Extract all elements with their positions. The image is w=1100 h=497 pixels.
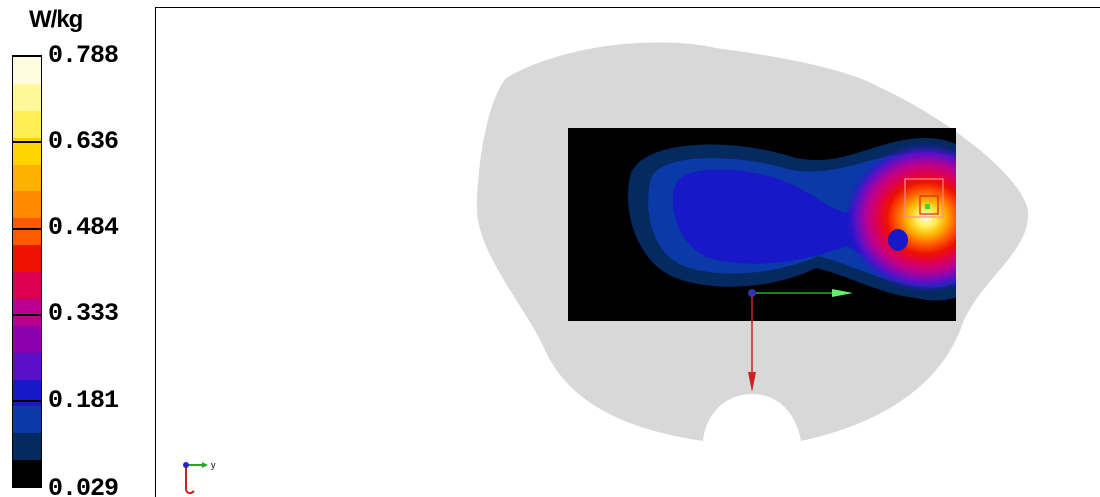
sar-distribution — [628, 138, 956, 301]
legend-tick — [12, 141, 42, 143]
color-scale-segment — [13, 460, 41, 487]
color-scale-segment — [13, 406, 41, 434]
zoom-scan-outer-box — [904, 178, 944, 218]
legend-label-3: 0.484 — [48, 213, 119, 242]
render-viewport[interactable]: y — [155, 7, 1100, 497]
color-scale-segment — [13, 379, 41, 407]
zoom-scan-inner-box — [919, 195, 939, 215]
color-scale-segment — [13, 218, 41, 246]
color-scale-segment — [13, 352, 41, 380]
legend-tick — [12, 55, 42, 57]
color-scale-segment — [13, 191, 41, 219]
axis-y-arrowhead — [832, 289, 853, 297]
peak-marker — [925, 204, 930, 209]
color-scale-segment — [13, 245, 41, 272]
color-scale-segment — [13, 325, 41, 353]
legend-label-min: 0.029 — [48, 474, 119, 497]
legend-tick — [12, 314, 42, 316]
color-scale-bar — [12, 56, 42, 488]
color-scale-segment — [13, 272, 41, 299]
legend-label-4: 0.333 — [48, 299, 119, 328]
color-scale-segment — [13, 164, 41, 192]
color-scale-segment — [13, 433, 41, 461]
legend-label-max: 0.788 — [48, 41, 119, 70]
color-scale-segment — [13, 83, 41, 111]
legend-tick — [12, 486, 42, 488]
color-scale-segment — [13, 110, 41, 138]
triad-y-label: y — [211, 460, 216, 470]
legend-tick — [12, 400, 42, 402]
legend-tick — [12, 228, 42, 230]
origin-point — [748, 289, 756, 297]
legend-label-5: 0.181 — [48, 386, 119, 415]
orientation-triad: y — [183, 460, 216, 495]
axis-z-arrowhead — [748, 372, 756, 392]
legend-unit-label: W/kg — [29, 6, 83, 33]
legend-label-2: 0.636 — [48, 127, 119, 156]
color-scale-segment — [13, 57, 41, 84]
color-scale-segment — [13, 298, 41, 326]
